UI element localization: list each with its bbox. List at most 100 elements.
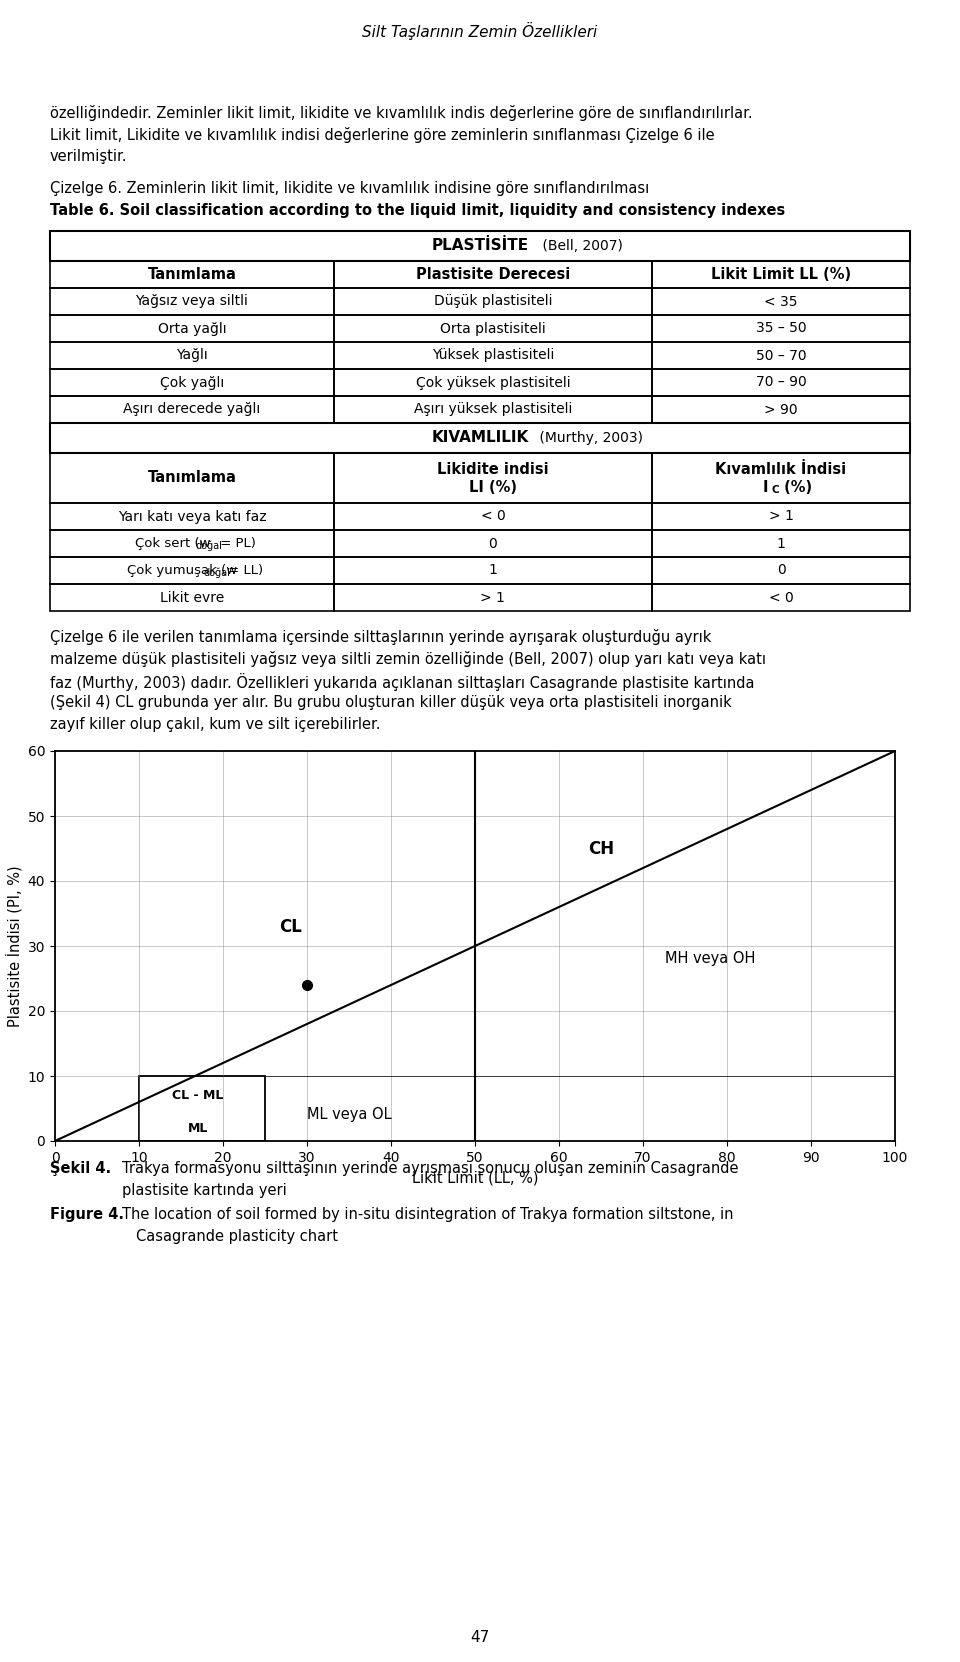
Text: 1: 1 — [489, 563, 497, 577]
Bar — [652, 504, 910, 530]
Text: Çizelge 6 ile verilen tanımlama içersinde silttaşlarının yerinde ayrışarak oluşt: Çizelge 6 ile verilen tanımlama içersind… — [50, 628, 711, 645]
Text: > 1: > 1 — [769, 510, 793, 524]
Bar — [652, 583, 910, 612]
Text: 1: 1 — [777, 537, 785, 550]
Bar — [334, 583, 652, 612]
Text: The location of soil formed by in-situ disintegration of Trakya formation siltst: The location of soil formed by in-situ d… — [122, 1207, 733, 1222]
Bar — [50, 583, 334, 612]
Text: < 0: < 0 — [769, 590, 793, 605]
Text: Çok yağlı: Çok yağlı — [159, 376, 224, 389]
Text: Aşırı yüksek plastisiteli: Aşırı yüksek plastisiteli — [414, 402, 572, 417]
Text: doğal: doğal — [196, 540, 223, 552]
Bar — [652, 530, 910, 557]
Text: = LL): = LL) — [224, 563, 263, 577]
Text: Casagrande plasticity chart: Casagrande plasticity chart — [136, 1228, 338, 1243]
Text: özelliğindedir. Zeminler likit limit, likidite ve kıvamlılık indis değerlerine g: özelliğindedir. Zeminler likit limit, li… — [50, 105, 753, 121]
Text: CH: CH — [588, 839, 614, 858]
Bar — [652, 316, 910, 342]
Bar — [50, 396, 334, 424]
Text: Yağlı: Yağlı — [176, 349, 207, 362]
Bar — [50, 454, 334, 504]
Text: (Şekil 4) CL grubunda yer alır. Bu grubu oluşturan killer düşük veya orta plasti: (Şekil 4) CL grubunda yer alır. Bu grubu… — [50, 695, 732, 710]
Text: Likit limit, Likidite ve kıvamlılık indisi değerlerine göre zeminlerin sınıflanm: Likit limit, Likidite ve kıvamlılık indi… — [50, 126, 714, 143]
Text: Tanımlama: Tanımlama — [148, 268, 236, 283]
Bar — [334, 288, 652, 316]
Bar — [50, 504, 334, 530]
Text: Figure 4.: Figure 4. — [50, 1207, 124, 1222]
Y-axis label: Plastisite İndisi (PI, %): Plastisite İndisi (PI, %) — [6, 866, 22, 1027]
Text: (Bell, 2007): (Bell, 2007) — [538, 239, 623, 253]
Bar — [50, 530, 334, 557]
Text: > 1: > 1 — [480, 590, 505, 605]
Text: Plastisite Derecesi: Plastisite Derecesi — [416, 268, 570, 283]
Bar — [652, 396, 910, 424]
Bar — [50, 369, 334, 396]
Text: 0: 0 — [777, 563, 785, 577]
Bar — [50, 557, 334, 583]
Bar — [334, 369, 652, 396]
Text: MH veya OH: MH veya OH — [665, 952, 756, 967]
Bar — [334, 316, 652, 342]
Text: Kıvamlılık İndisi: Kıvamlılık İndisi — [715, 462, 847, 477]
Text: KIVAMLILIK: KIVAMLILIK — [431, 430, 529, 445]
Text: (%): (%) — [779, 480, 812, 495]
Text: Orta yağlı: Orta yağlı — [157, 321, 227, 336]
Text: C: C — [771, 485, 779, 495]
Text: 70 – 90: 70 – 90 — [756, 376, 806, 389]
Text: Likit evre: Likit evre — [159, 590, 224, 605]
Bar — [50, 316, 334, 342]
Text: Yarı katı veya katı faz: Yarı katı veya katı faz — [117, 510, 266, 524]
Text: < 0: < 0 — [481, 510, 505, 524]
Text: Yüksek plastisiteli: Yüksek plastisiteli — [432, 349, 554, 362]
Bar — [652, 342, 910, 369]
Text: doğal: doğal — [204, 568, 230, 578]
Text: Table 6. Soil classification according to the liquid limit, liquidity and consis: Table 6. Soil classification according t… — [50, 203, 785, 218]
Text: CL: CL — [278, 917, 301, 936]
Text: Çizelge 6. Zeminlerin likit limit, likidite ve kıvamlılık indisine göre sınıflan: Çizelge 6. Zeminlerin likit limit, likid… — [50, 181, 649, 196]
Text: 0: 0 — [489, 537, 497, 550]
Bar — [50, 424, 910, 454]
Text: Çok yumuşak (w: Çok yumuşak (w — [127, 563, 237, 577]
Bar — [50, 261, 334, 288]
Text: LI (%): LI (%) — [468, 480, 516, 495]
Text: Tanımlama: Tanımlama — [148, 470, 236, 485]
Bar — [139, 1075, 265, 1142]
Text: ML veya OL: ML veya OL — [306, 1107, 392, 1122]
Text: faz (Murthy, 2003) dadır. Özellikleri yukarıda açıklanan silttaşları Casagrande : faz (Murthy, 2003) dadır. Özellikleri yu… — [50, 673, 755, 691]
Bar — [50, 288, 334, 316]
Text: 50 – 70: 50 – 70 — [756, 349, 806, 362]
Text: 35 – 50: 35 – 50 — [756, 321, 806, 336]
Text: Düşük plastisiteli: Düşük plastisiteli — [434, 294, 552, 309]
Text: Aşırı derecede yağlı: Aşırı derecede yağlı — [123, 402, 260, 417]
Bar — [50, 231, 910, 261]
Text: < 35: < 35 — [764, 294, 798, 309]
Text: zayıf killer olup çakıl, kum ve silt içerebilirler.: zayıf killer olup çakıl, kum ve silt içe… — [50, 716, 380, 731]
Bar — [334, 504, 652, 530]
Text: Likidite indisi: Likidite indisi — [437, 462, 549, 477]
Text: 47: 47 — [470, 1630, 490, 1645]
Bar — [334, 454, 652, 504]
Bar — [334, 261, 652, 288]
Text: Yağsız veya siltli: Yağsız veya siltli — [135, 294, 249, 309]
Text: malzeme düşük plastisiteli yağsız veya siltli zemin özelliğinde (Bell, 2007) olu: malzeme düşük plastisiteli yağsız veya s… — [50, 652, 766, 666]
Bar — [652, 454, 910, 504]
Text: Silt Taşlarının Zemin Özellikleri: Silt Taşlarının Zemin Özellikleri — [362, 22, 598, 40]
Text: Çok yüksek plastisiteli: Çok yüksek plastisiteli — [416, 376, 570, 389]
Bar — [334, 342, 652, 369]
Text: Likit Limit LL (%): Likit Limit LL (%) — [711, 268, 852, 283]
Bar — [652, 261, 910, 288]
Text: plastisite kartında yeri: plastisite kartında yeri — [122, 1183, 287, 1198]
Bar — [334, 396, 652, 424]
Text: I: I — [763, 480, 769, 495]
Text: = PL): = PL) — [216, 537, 255, 550]
Bar — [652, 288, 910, 316]
X-axis label: Likit Limit (LL, %): Likit Limit (LL, %) — [412, 1170, 539, 1185]
Text: CL - ML: CL - ML — [172, 1089, 224, 1102]
Text: PLASTİSİTE: PLASTİSİTE — [431, 239, 529, 254]
Text: (Murthy, 2003): (Murthy, 2003) — [535, 430, 643, 445]
Text: Trakya formasyonu silttaşının yerinde ayrışması sonucu oluşan zeminin Casagrande: Trakya formasyonu silttaşının yerinde ay… — [122, 1162, 738, 1177]
Bar — [334, 557, 652, 583]
Text: Orta plastisiteli: Orta plastisiteli — [440, 321, 546, 336]
Text: ML: ML — [187, 1122, 208, 1135]
Text: > 90: > 90 — [764, 402, 798, 417]
